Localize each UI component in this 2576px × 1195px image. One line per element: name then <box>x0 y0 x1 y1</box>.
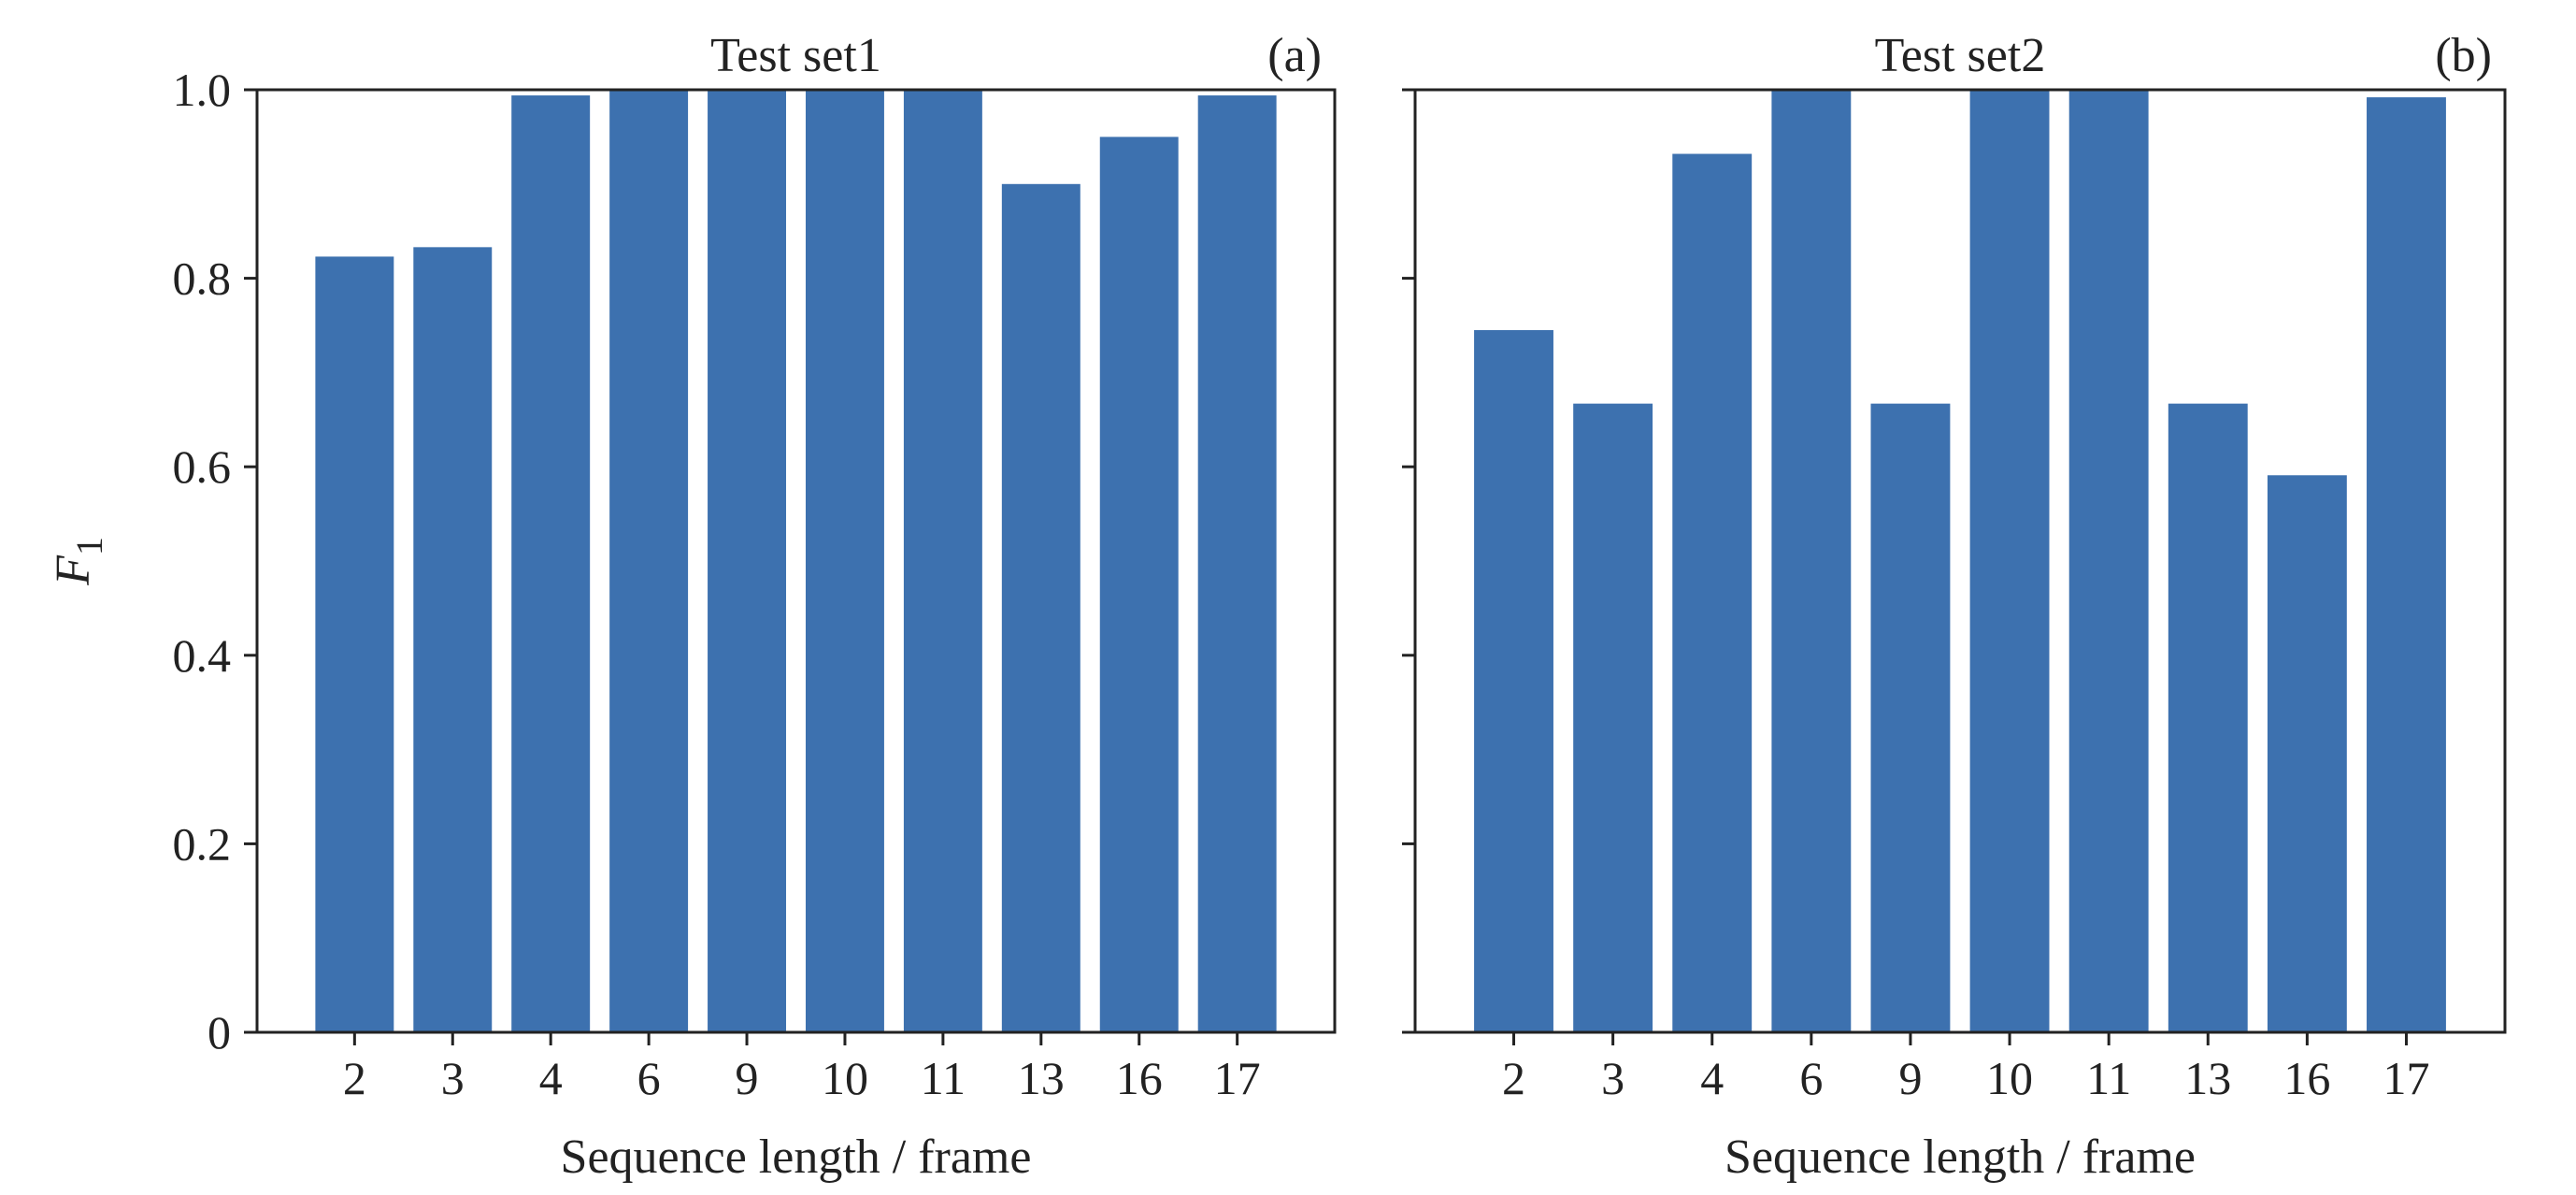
x-tick-label: 3 <box>441 1052 465 1104</box>
y-tick-label: 0.2 <box>173 817 232 870</box>
x-tick-label: 2 <box>1502 1052 1525 1104</box>
bar-16 <box>1099 137 1179 1032</box>
panel-title: Test set1 <box>710 29 881 82</box>
bar-4 <box>1672 153 1753 1033</box>
x-tick-label: 3 <box>1601 1052 1624 1104</box>
panel-b: 2 3 4 6 9 10 11 13 16 17 Test set2 (b) Sequence leng… <box>1402 29 2507 1184</box>
y-tick-label: 1.0 <box>173 64 232 116</box>
x-tick-label: 6 <box>1799 1052 1823 1104</box>
x-axis-title: Sequence length / frame <box>1724 1130 2196 1184</box>
bar-13 <box>1001 183 1080 1033</box>
x-tick-label: 2 <box>343 1052 366 1104</box>
x-tick-label: 4 <box>539 1052 563 1104</box>
x-tick-label: 10 <box>1986 1052 2033 1104</box>
bar-11 <box>903 90 982 1032</box>
bar-6 <box>1771 90 1852 1032</box>
x-tick-label: 16 <box>2283 1052 2330 1104</box>
bar-13 <box>2168 403 2248 1032</box>
bar-16 <box>2267 475 2347 1032</box>
x-axis-title: Sequence length / frame <box>561 1130 1032 1184</box>
panel-label: (b) <box>2435 29 2492 82</box>
bar-4 <box>511 95 591 1033</box>
x-tick-label: 13 <box>2184 1052 2231 1104</box>
bar-3 <box>413 247 493 1033</box>
bar-17 <box>1197 95 1277 1033</box>
x-tick-label: 13 <box>1018 1052 1065 1104</box>
bar-10 <box>805 90 884 1032</box>
y-axis-title-sub: 1 <box>68 537 110 555</box>
bar-9 <box>1870 403 1951 1032</box>
plot-frame <box>255 88 1337 1034</box>
x-tick-label: 6 <box>637 1052 661 1104</box>
y-axis-title-main: F <box>47 554 100 586</box>
bar-6 <box>609 90 689 1032</box>
y-tick-label: 0.8 <box>173 252 232 305</box>
y-axis-title: F1 <box>47 537 110 586</box>
bar-2 <box>315 256 394 1032</box>
panel-title: Test set2 <box>1875 29 2046 82</box>
y-tick-label: 0.6 <box>173 440 232 493</box>
x-tick-label: 4 <box>1700 1052 1724 1104</box>
x-tick-label: 17 <box>2383 1052 2429 1104</box>
x-tick-label: 17 <box>1214 1052 1261 1104</box>
x-tick-label: 11 <box>2086 1052 2131 1104</box>
x-tick-label: 9 <box>1898 1052 1922 1104</box>
bar-17 <box>2367 97 2446 1032</box>
y-tick-label: 0 <box>208 1006 231 1058</box>
plot-frame <box>1413 88 2507 1034</box>
x-tick-label: 11 <box>921 1052 966 1104</box>
y-tick-label: 0.4 <box>173 629 232 682</box>
bar-2 <box>1474 330 1553 1032</box>
bar-9 <box>708 90 787 1032</box>
panel-a: 2 3 4 6 9 10 11 13 16 17 0 0.2 0.4 0.6 0.8 1.0 Test set1… <box>47 29 1337 1184</box>
panel-label: (a) <box>1267 29 1322 82</box>
bar-11 <box>2068 90 2149 1032</box>
bar-3 <box>1573 403 1653 1032</box>
bar-10 <box>1969 90 2050 1032</box>
x-tick-label: 10 <box>822 1052 868 1104</box>
x-tick-label: 16 <box>1116 1052 1163 1104</box>
x-tick-label: 9 <box>736 1052 759 1104</box>
